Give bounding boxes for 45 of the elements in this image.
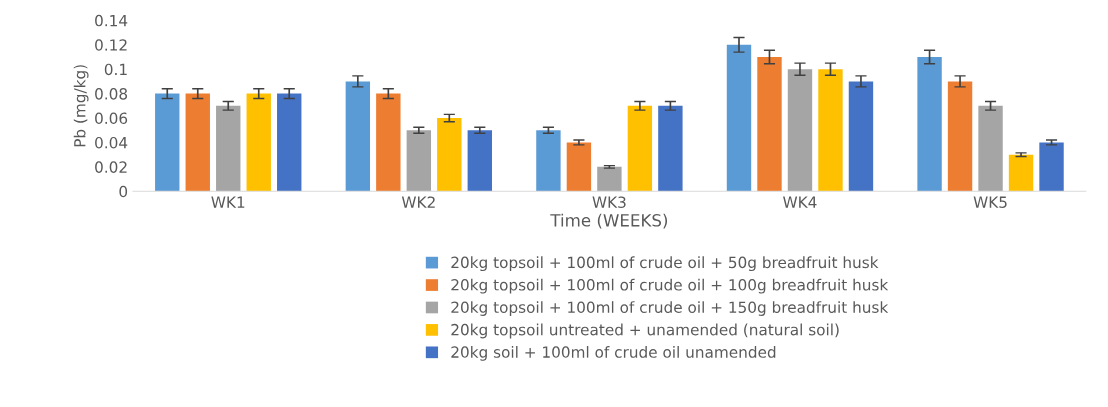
- bar: [757, 56, 782, 192]
- bar: [848, 81, 874, 192]
- bar: [566, 142, 592, 192]
- bar: [917, 56, 942, 192]
- bar: [246, 93, 271, 192]
- x-axis-title: Time (WEEKS): [550, 213, 668, 229]
- bar: [818, 69, 843, 192]
- bar: [345, 81, 371, 192]
- legend-label: 20kg topsoil untreated + unamended (natural soil): [451, 323, 839, 339]
- bar: [1008, 154, 1034, 192]
- bar: [536, 130, 561, 192]
- bar: [978, 105, 1003, 192]
- bar: [597, 166, 622, 192]
- y-tick-label: 0.04: [95, 136, 128, 149]
- y-axis-title: Pb (mg/kg): [73, 65, 89, 147]
- legend-label: 20kg soil + 100ml of crude oil unamended: [451, 346, 776, 361]
- legend-label: 20kg topsoil + 100ml of crude oil + 100g breadfruit husk: [451, 278, 889, 294]
- x-tick-label: WK2: [401, 196, 435, 208]
- x-tick-label: WK4: [783, 196, 817, 208]
- legend-label: 20kg topsoil + 100ml of crude oil + 150g breadfruit husk: [451, 301, 889, 316]
- bar: [627, 105, 653, 192]
- bar: [467, 130, 493, 192]
- bar: [277, 93, 302, 192]
- x-tick-label: WK1: [211, 196, 245, 208]
- bar: [155, 93, 180, 192]
- y-tick-label: 0.06: [95, 112, 128, 125]
- y-tick-label: 0.1: [104, 63, 127, 76]
- y-tick-label: 0.14: [95, 14, 128, 27]
- x-tick-label: WK5: [973, 196, 1007, 208]
- y-tick-label: 0: [119, 185, 128, 198]
- bar: [216, 105, 241, 192]
- bar: [726, 44, 752, 192]
- y-tick-label: 0.12: [95, 39, 127, 51]
- y-tick-label: 0.08: [95, 88, 128, 100]
- bar: [658, 105, 683, 192]
- bar: [787, 69, 813, 192]
- bar: [1039, 142, 1064, 192]
- x-tick-label: WK3: [592, 196, 626, 208]
- legend-label: 20kg topsoil + 100ml of crude oil + 50g breadfruit husk: [451, 256, 879, 272]
- bar: [437, 118, 462, 192]
- bar: [376, 93, 401, 192]
- bar: [947, 81, 973, 192]
- bar: [406, 130, 432, 192]
- bar: [185, 93, 210, 192]
- y-tick-label: 0.02: [95, 161, 127, 173]
